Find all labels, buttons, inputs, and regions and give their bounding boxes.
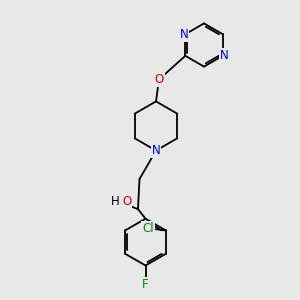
Text: N: N — [152, 144, 160, 157]
Text: N: N — [179, 28, 188, 41]
Text: O: O — [122, 195, 131, 208]
Text: Cl: Cl — [142, 222, 154, 236]
Text: H: H — [110, 195, 119, 208]
Text: O: O — [154, 73, 164, 86]
Text: F: F — [142, 278, 149, 291]
Text: N: N — [220, 49, 229, 62]
